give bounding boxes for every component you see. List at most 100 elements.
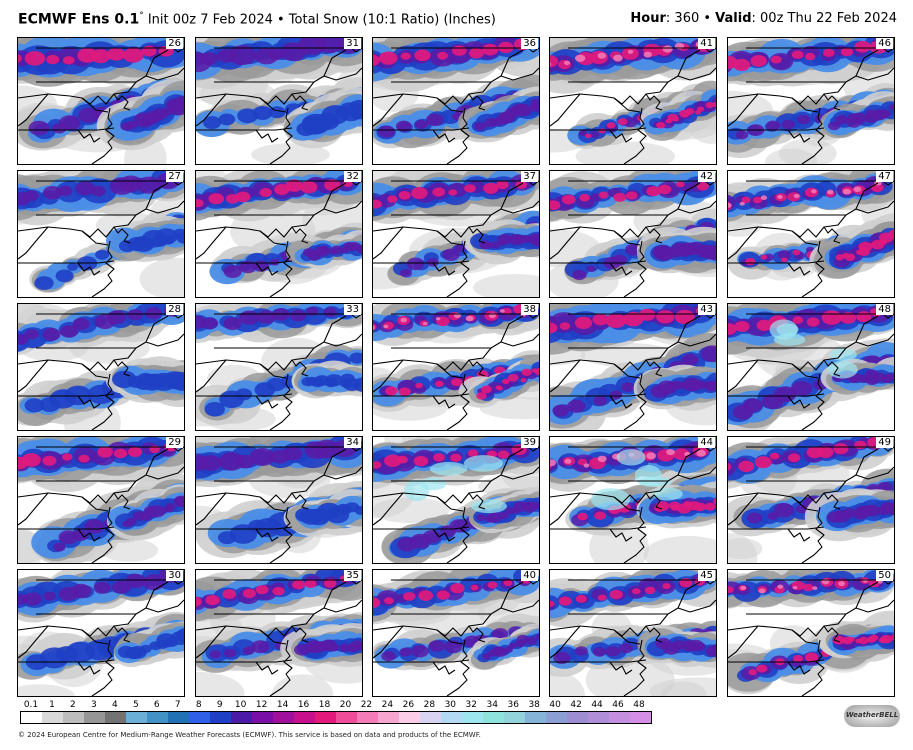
colorbar-swatch <box>231 712 252 723</box>
member-panel: 37 <box>372 170 540 298</box>
member-number: 50 <box>876 570 893 581</box>
member-panel: 27 <box>17 170 185 298</box>
legend-tick-label: 18 <box>318 700 331 710</box>
colorbar-swatch <box>147 712 168 723</box>
colorbar-swatch <box>420 712 441 723</box>
member-panel: 41 <box>549 37 717 165</box>
colorbar-swatch <box>21 712 42 723</box>
legend-tick-label: 46 <box>612 700 624 710</box>
colorbar-swatch <box>210 712 231 723</box>
degree-mark: ° <box>139 11 144 21</box>
member-number: 41 <box>698 38 715 49</box>
member-number: 32 <box>344 171 361 182</box>
copyright-footer: © 2024 European Centre for Medium-Range … <box>18 731 481 739</box>
member-number: 47 <box>876 171 893 182</box>
snowfall-map <box>550 171 716 297</box>
weatherbell-logo: WeatherBELL <box>844 705 900 727</box>
legend-tick-label: 28 <box>423 700 436 710</box>
legend-tick-label: 4 <box>111 700 118 710</box>
legend-tick-label: 1 <box>49 700 55 710</box>
valid-label: Valid <box>715 11 752 26</box>
snowfall-map <box>728 38 894 164</box>
legend-tick-label: 26 <box>402 700 415 710</box>
member-number: 40 <box>521 570 538 581</box>
colorbar-swatch <box>126 712 147 723</box>
map-title: ECMWF Ens 0.1° Init 00z 7 Feb 2024 • Tot… <box>18 11 496 27</box>
legend-tick-label: 8 <box>195 700 202 710</box>
colorbar-swatch <box>63 712 84 723</box>
header: ECMWF Ens 0.1° Init 00z 7 Feb 2024 • Tot… <box>0 0 913 36</box>
snowfall-map <box>373 570 539 696</box>
member-panel: 46 <box>727 37 895 165</box>
legend-tick-label: 38 <box>528 700 540 710</box>
colorbar-swatch <box>294 712 315 723</box>
snowfall-map <box>196 437 362 563</box>
snow-colorbar <box>20 711 652 724</box>
snowfall-map <box>373 304 539 430</box>
colorbar-swatch <box>399 712 420 723</box>
member-number: 37 <box>521 171 538 182</box>
member-panel: 28 <box>17 303 185 431</box>
legend-tick-label: 14 <box>276 700 289 710</box>
member-number: 34 <box>344 437 361 448</box>
legend-tick-label: 36 <box>507 700 519 710</box>
member-number: 29 <box>166 437 183 448</box>
member-number: 43 <box>698 304 715 315</box>
valid-time: Hour: 360 • Valid: 00z Thu 22 Feb 2024 <box>630 11 897 26</box>
legend-tick-label: 5 <box>132 700 139 710</box>
hour-value: : 360 • <box>665 11 716 26</box>
legend-tick-label: 48 <box>633 700 645 710</box>
colorbar-swatch <box>378 712 399 723</box>
member-panel: 49 <box>727 436 895 564</box>
snowfall-map <box>196 38 362 164</box>
snowfall-map <box>728 171 894 297</box>
colorbar-swatch <box>609 712 630 723</box>
legend-tick-label: 6 <box>153 700 160 710</box>
legend-tick-label: 40 <box>549 700 561 710</box>
logo-text: WeatherBELL <box>845 711 899 719</box>
member-number: 46 <box>876 38 893 49</box>
colorbar-swatch <box>336 712 357 723</box>
snowfall-map <box>550 38 716 164</box>
colorbar-swatch <box>84 712 105 723</box>
legend-tick-label: 42 <box>570 700 582 710</box>
snowfall-map <box>728 304 894 430</box>
snowfall-map <box>18 38 184 164</box>
legend-tick-label: 3 <box>91 700 97 710</box>
member-panel: 38 <box>372 303 540 431</box>
snowfall-map <box>373 171 539 297</box>
legend-tick-label: 30 <box>444 700 457 710</box>
member-panel: 39 <box>372 436 540 564</box>
snowfall-map <box>373 38 539 164</box>
member-panel: 47 <box>727 170 895 298</box>
member-panel: 40 <box>372 569 540 697</box>
member-panel: 35 <box>195 569 363 697</box>
member-number: 49 <box>876 437 893 448</box>
member-number: 26 <box>166 38 183 49</box>
colorbar-swatch <box>189 712 210 723</box>
snowfall-map <box>373 437 539 563</box>
member-number: 31 <box>344 38 361 49</box>
member-panel: 42 <box>549 170 717 298</box>
member-number: 33 <box>344 304 361 315</box>
member-number: 36 <box>521 38 538 49</box>
legend-tick-label: 2 <box>70 700 76 710</box>
member-panel: 34 <box>195 436 363 564</box>
snowfall-map <box>196 304 362 430</box>
legend-tick-label: 44 <box>591 700 603 710</box>
colorbar-swatch <box>42 712 63 723</box>
snowfall-map <box>728 437 894 563</box>
legend-tick-label: 12 <box>255 700 268 710</box>
legend-tick-label: 34 <box>486 700 498 710</box>
member-panel: 32 <box>195 170 363 298</box>
legend-tick-label: 24 <box>381 700 394 710</box>
legend-tick-label: 20 <box>339 700 352 710</box>
colorbar-swatch <box>462 712 483 723</box>
member-panel: 43 <box>549 303 717 431</box>
member-panel: 29 <box>17 436 185 564</box>
colorbar-swatch <box>504 712 525 723</box>
snowfall-map <box>18 171 184 297</box>
legend-tick-label: 7 <box>174 700 181 710</box>
member-panel: 26 <box>17 37 185 165</box>
member-number: 28 <box>166 304 183 315</box>
